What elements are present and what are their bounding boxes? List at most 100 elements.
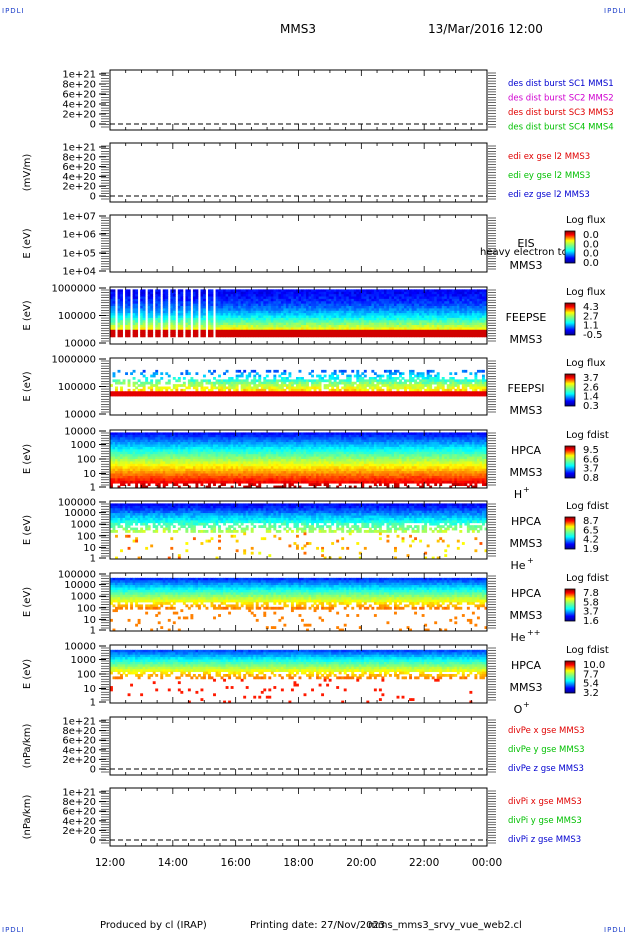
spectrogram-cell: [298, 379, 302, 383]
spectrogram-cell: [132, 384, 136, 387]
spectrogram-cell: [285, 320, 289, 324]
spectrogram-cell: [213, 393, 216, 397]
spectrogram-cell: [220, 393, 224, 397]
spectrogram-cell: [421, 315, 425, 319]
spectrogram-cell: [466, 315, 470, 319]
spectrogram-cell: [245, 456, 249, 460]
spectrogram-cell: [444, 381, 448, 385]
spectrogram-cell: [270, 379, 274, 383]
spectrogram-cell: [218, 379, 221, 383]
spectrogram-cell: [288, 315, 292, 319]
spectrogram-cell: [177, 327, 181, 331]
spectrogram-cell: [263, 388, 267, 392]
spectrogram-cell: [112, 289, 116, 293]
spectrogram-cell: [301, 393, 304, 397]
spectrogram-cell: [258, 388, 262, 392]
spectrogram-cell: [461, 294, 465, 297]
spectrogram-cell: [115, 463, 118, 467]
spectrogram-cell: [316, 384, 319, 387]
spectrogram-cell: [353, 334, 357, 338]
spectrogram-cell: [200, 459, 204, 462]
spectrogram-cell: [225, 306, 229, 309]
spectrogram-cell: [313, 317, 317, 321]
spectrogram-cell: [481, 306, 485, 309]
spectrogram-cell: [117, 322, 121, 326]
spectrogram-cell: [441, 334, 445, 338]
spectrogram-cell: [278, 301, 282, 305]
spectrogram-cell: [399, 315, 402, 319]
spectrogram-cell: [230, 306, 234, 309]
spectrogram-cell: [366, 334, 370, 338]
spectrogram-cell: [125, 391, 128, 395]
spectrogram-cell: [122, 381, 126, 385]
spectrogram-cell: [127, 437, 131, 441]
spectrogram-cell: [190, 473, 194, 477]
spectrogram-cell: [351, 310, 355, 314]
spectrogram-cell: [414, 291, 418, 295]
spectrogram-cell: [152, 384, 156, 387]
spectrogram-cell: [162, 454, 166, 457]
spectrogram-cell: [265, 298, 269, 302]
spectrogram-cell: [112, 432, 116, 436]
spectrogram-cell: [145, 475, 149, 479]
spectrogram-cell: [371, 325, 375, 328]
spectrogram-cell: [218, 442, 221, 445]
spectrogram-cell: [469, 391, 473, 395]
spectrogram-cell: [177, 308, 181, 312]
spectrogram-cell: [421, 386, 425, 390]
spectrogram-cell: [230, 475, 234, 479]
spectrogram-cell: [426, 298, 430, 302]
spectrogram-cell: [414, 332, 418, 335]
spectrogram-cell: [202, 459, 206, 462]
spectrogram-cell: [225, 294, 229, 297]
spectrogram-cell: [162, 444, 166, 448]
spectrogram-cell: [466, 327, 470, 331]
spectrogram-cell: [368, 384, 372, 387]
spectrogram-cell: [127, 298, 131, 302]
spectrogram-cell: [308, 310, 312, 314]
spectrogram-cell: [265, 391, 269, 395]
spectrogram-cell: [190, 480, 194, 484]
spectrogram-cell: [444, 291, 448, 295]
spectrogram-cell: [230, 434, 234, 438]
spectrogram-cell: [383, 294, 387, 297]
spectrogram-cell: [383, 384, 387, 387]
spectrogram-cell: [230, 303, 234, 307]
spectrogram-cell: [245, 379, 249, 383]
spectrogram-cell: [446, 308, 450, 312]
spectrogram-cell: [180, 468, 184, 472]
spectrogram-cell: [476, 393, 480, 397]
spectrogram-cell: [112, 478, 116, 482]
spectrogram-cell: [416, 393, 420, 397]
spectrogram-cell: [348, 384, 352, 387]
spectrogram-cell: [245, 313, 249, 316]
spectrogram-cell: [223, 303, 227, 307]
spectrogram-cell: [185, 446, 189, 450]
spectrogram-cell: [195, 485, 199, 489]
spectrogram-cell: [285, 303, 289, 307]
spectrogram-cell: [220, 308, 224, 312]
spectrogram-cell: [301, 310, 304, 314]
spectrogram-cell: [404, 308, 407, 312]
spectrogram-cell: [293, 303, 297, 307]
spectrogram-cell: [446, 298, 450, 302]
spectrogram-cell: [243, 369, 247, 373]
spectrogram-cell: [454, 381, 458, 385]
spectrogram-cell: [250, 296, 254, 300]
spectrogram-cell: [208, 391, 211, 395]
spectrogram-cell: [293, 308, 297, 312]
spectrogram-cell: [301, 306, 304, 309]
spectrogram-cell: [404, 306, 407, 309]
spectrogram-cell: [479, 391, 483, 395]
spectrogram-cell: [481, 377, 485, 380]
spectrogram-cell: [306, 391, 309, 395]
spectrogram-cell: [165, 334, 169, 338]
spectrogram-cell: [446, 289, 450, 293]
spectrogram-cell: [165, 459, 169, 462]
spectrogram-cell: [130, 461, 134, 465]
spectrogram-cell: [260, 329, 264, 333]
spectrogram-cell: [155, 332, 159, 335]
spectrogram-cell: [414, 384, 418, 387]
spectrogram-cell: [378, 315, 382, 319]
spectrogram-cell: [353, 315, 357, 319]
